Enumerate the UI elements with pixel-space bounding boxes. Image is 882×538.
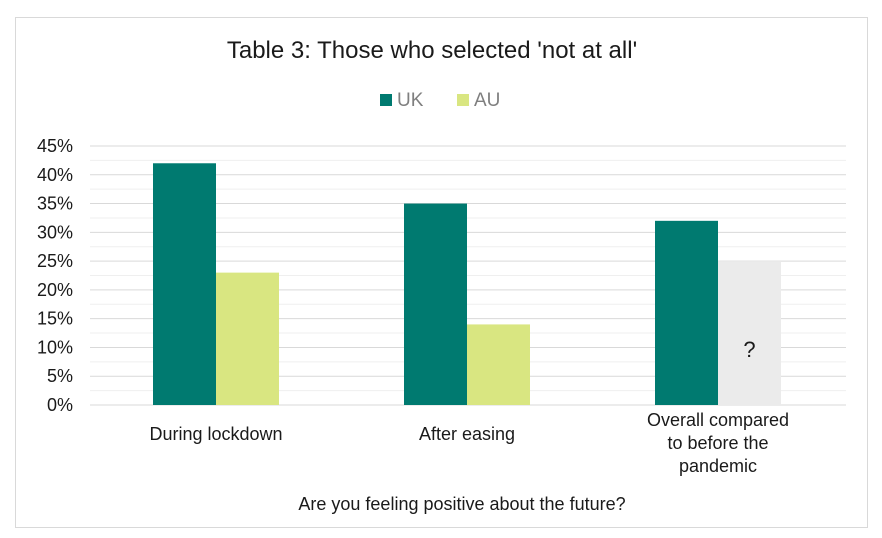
chart-title: Table 3: Those who selected 'not at all'	[227, 37, 637, 64]
bar-au-2	[718, 261, 781, 405]
x-axis-label: Are you feeling positive about the futur…	[298, 494, 625, 514]
y-tick-label: 5%	[47, 366, 73, 386]
y-tick-label: 30%	[37, 222, 73, 242]
bar-au-1	[467, 324, 530, 405]
x-category-label: During lockdown	[149, 424, 282, 444]
y-tick-label: 40%	[37, 165, 73, 185]
legend-swatch-uk	[380, 94, 392, 106]
y-tick-label: 0%	[47, 395, 73, 415]
bars: ?	[153, 163, 781, 405]
legend-label-uk: UK	[397, 90, 424, 111]
bar-uk-2	[655, 220, 718, 405]
legend-label-au: AU	[474, 90, 500, 111]
x-category-label: After easing	[419, 424, 515, 444]
y-tick-label: 45%	[37, 136, 73, 156]
bar-au-0	[216, 272, 279, 405]
bar-uk-0	[153, 163, 216, 405]
x-axis-categories: During lockdown After easing Overall compa…	[149, 410, 789, 476]
legend-swatch-au	[457, 94, 469, 106]
y-tick-label: 25%	[37, 251, 73, 271]
y-axis-ticks: 0% 5% 10% 15% 20% 25% 30% 35% 40% 45%	[37, 136, 73, 415]
bar-uk-1	[404, 203, 467, 405]
y-tick-label: 10%	[37, 337, 73, 357]
bar-annotation: ?	[743, 337, 755, 362]
y-tick-label: 20%	[37, 280, 73, 300]
y-tick-label: 15%	[37, 309, 73, 329]
legend: UK AU	[380, 90, 500, 111]
y-tick-label: 35%	[37, 194, 73, 214]
x-category-label: Overall compared to before the pandemic	[647, 410, 789, 476]
